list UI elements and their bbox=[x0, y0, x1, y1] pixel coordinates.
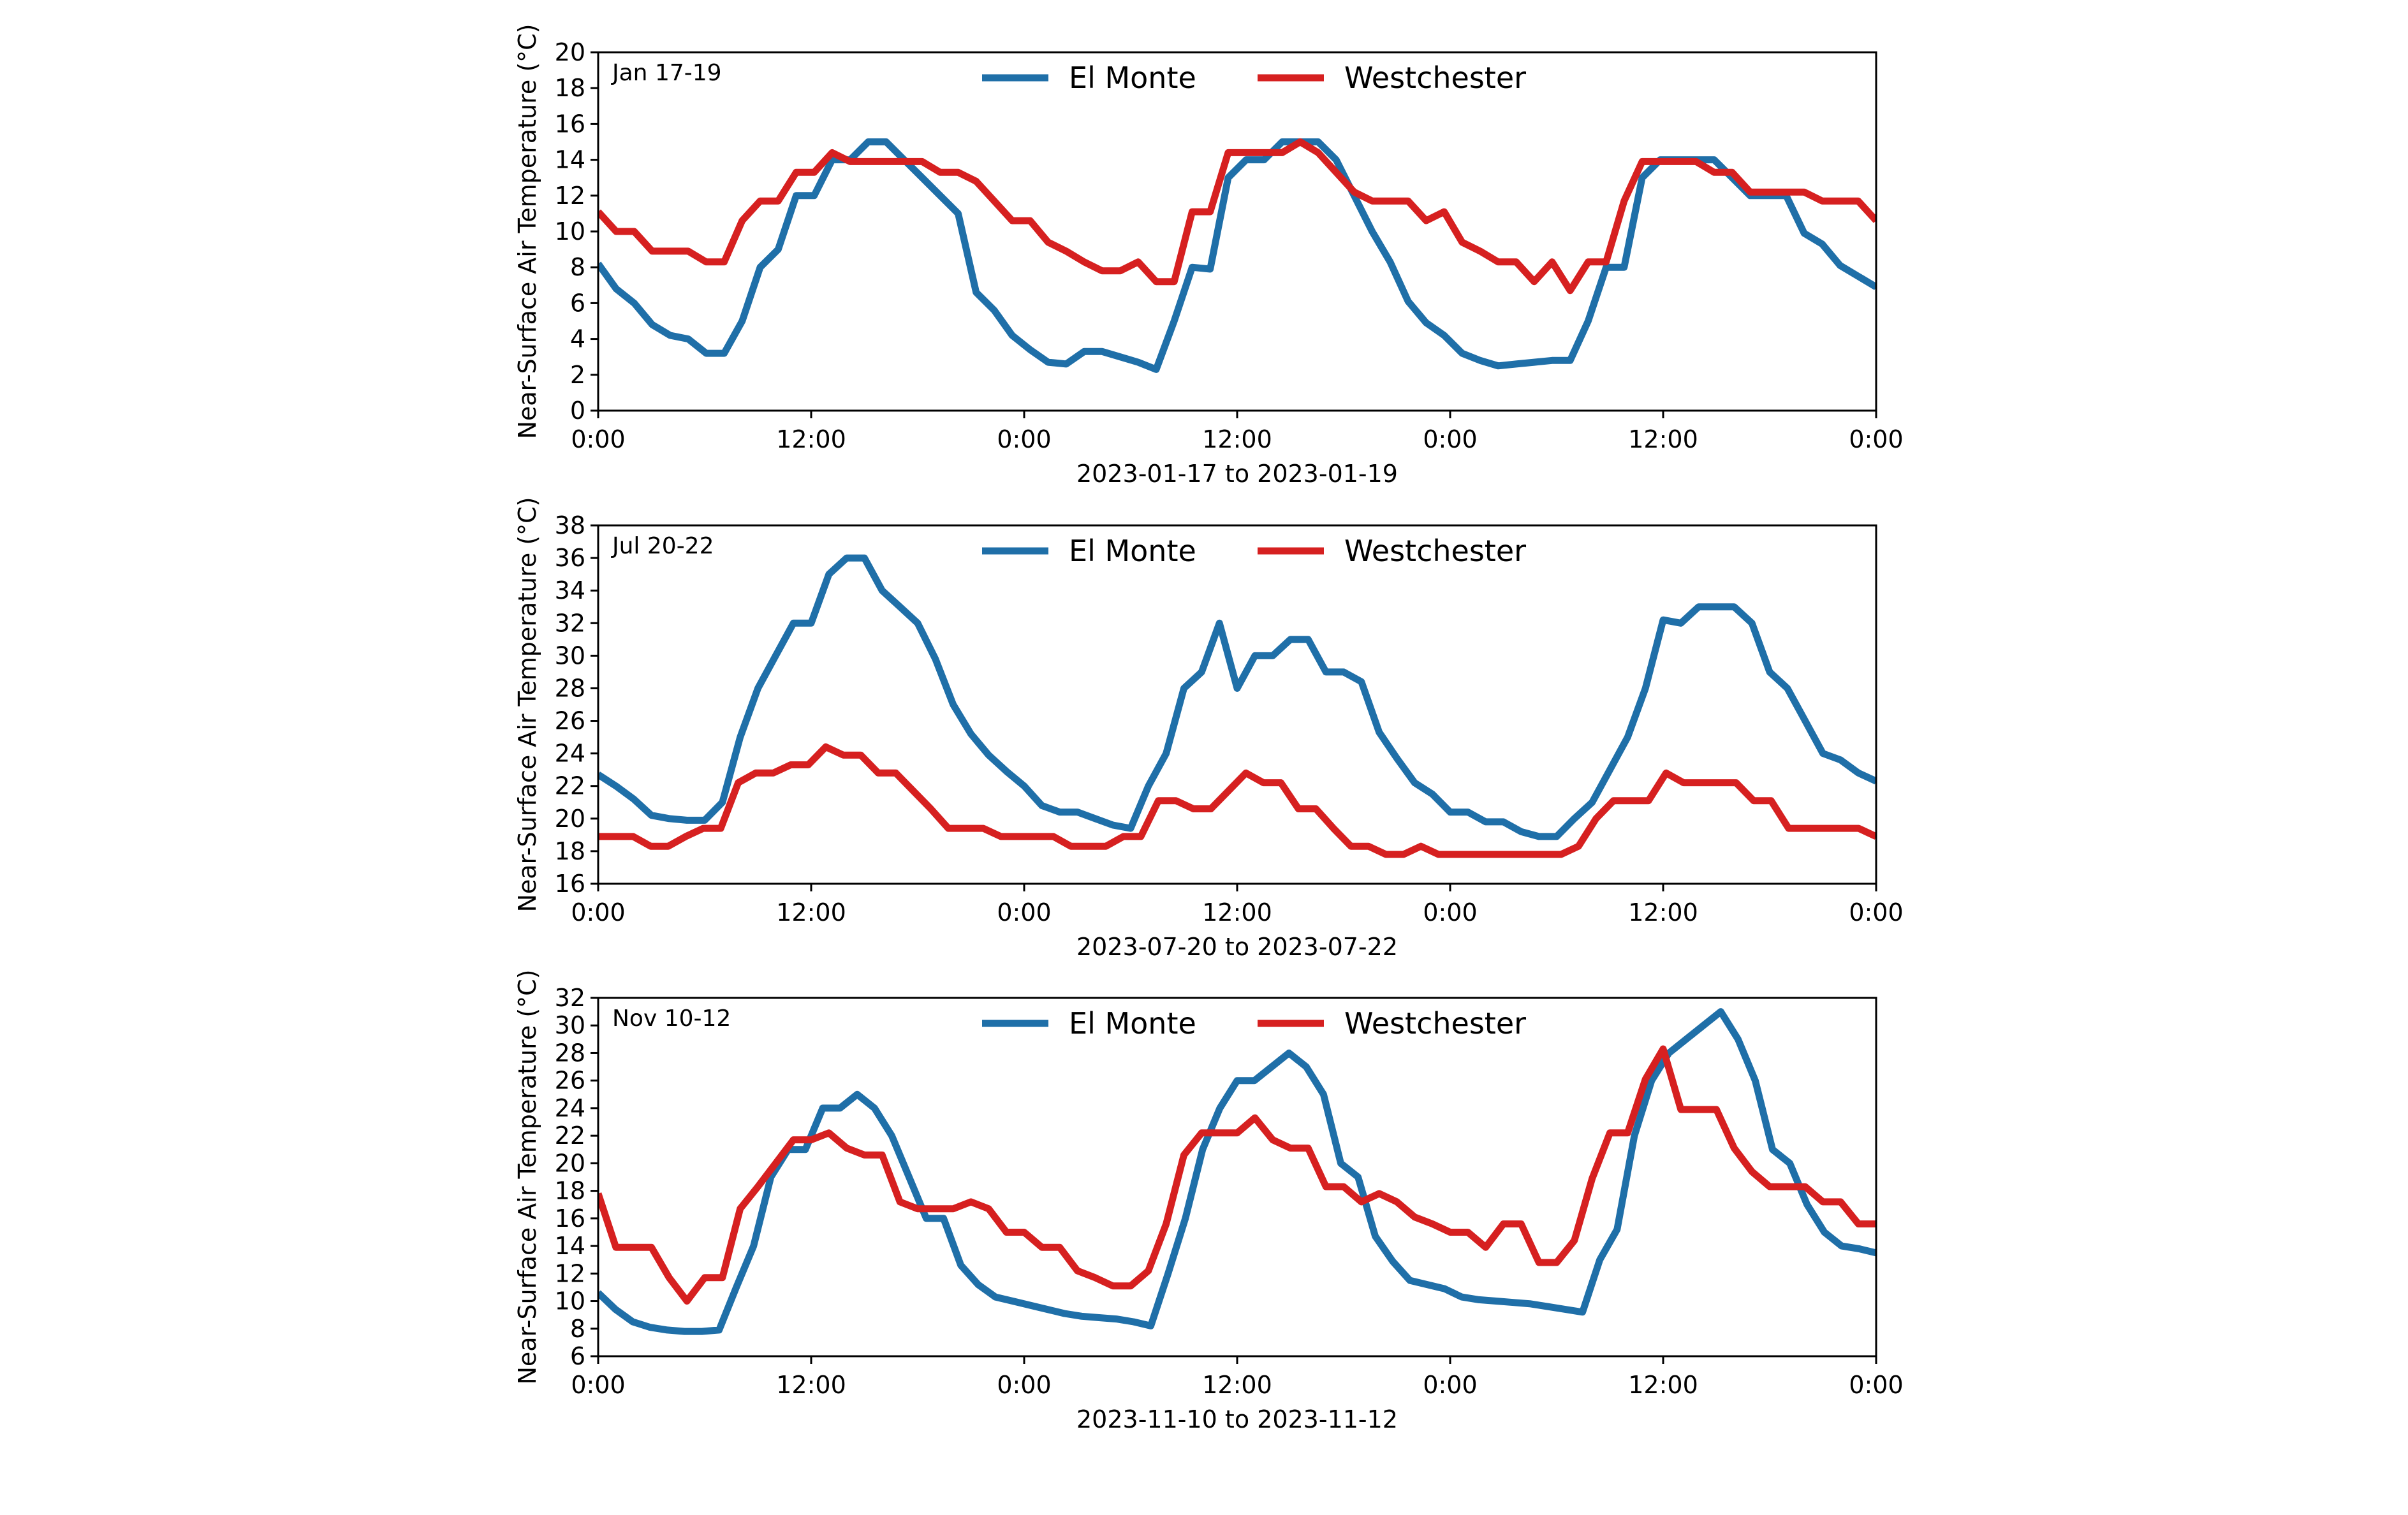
legend-label: Westchester bbox=[1344, 1006, 1526, 1041]
y-tick-label: 26 bbox=[555, 1067, 585, 1095]
x-tick-label: 12:00 bbox=[1628, 1371, 1698, 1399]
x-tick-label: 0:00 bbox=[997, 425, 1051, 453]
y-tick-label: 22 bbox=[555, 772, 585, 800]
y-tick-label: 28 bbox=[555, 674, 585, 702]
y-tick-label: 0 bbox=[570, 397, 585, 425]
y-tick-label: 32 bbox=[555, 984, 585, 1012]
plot-area bbox=[598, 52, 1876, 411]
y-tick-label: 12 bbox=[555, 182, 585, 210]
x-axis-label: 2023-07-20 to 2023-07-22 bbox=[1076, 933, 1398, 961]
x-tick-label: 12:00 bbox=[1202, 1371, 1272, 1399]
y-tick-label: 6 bbox=[570, 1342, 585, 1370]
series-line-el-monte bbox=[598, 554, 1876, 840]
y-tick-label: 8 bbox=[570, 253, 585, 281]
legend: El Monte Westchester bbox=[982, 61, 1526, 95]
y-tick-label: 24 bbox=[555, 740, 585, 768]
legend: El Monte Westchester bbox=[982, 534, 1526, 568]
x-tick-label: 12:00 bbox=[1202, 898, 1272, 926]
y-tick-label: 16 bbox=[555, 110, 585, 138]
series-line-westchester bbox=[598, 1045, 1876, 1305]
y-tick-label: 16 bbox=[555, 870, 585, 898]
chart-panel-2: 16 18 20 22 24 26 28 30 32 34 36 38 0:00 12:00 0:00 12:… bbox=[513, 497, 1904, 961]
x-tick-label: 0:00 bbox=[997, 1371, 1051, 1399]
y-tick-label: 30 bbox=[555, 641, 585, 670]
series-group bbox=[598, 138, 1876, 373]
series-group bbox=[598, 1008, 1876, 1335]
legend-label: El Monte bbox=[1069, 1006, 1196, 1041]
chart-panel-1: 0 2 4 6 8 10 12 14 16 18 20 0:00 12:00 0:00 12:00 0:00 1… bbox=[513, 24, 1904, 488]
y-tick-label: 18 bbox=[555, 837, 585, 865]
x-tick-label: 0:00 bbox=[1849, 1371, 1903, 1399]
x-axis-label: 2023-01-17 to 2023-01-19 bbox=[1076, 460, 1398, 488]
series-line-el-monte bbox=[598, 1008, 1876, 1335]
x-tick-label: 12:00 bbox=[776, 425, 846, 453]
y-tick-label: 6 bbox=[570, 289, 585, 317]
y-tick-label: 14 bbox=[555, 146, 585, 174]
series-line-westchester bbox=[598, 138, 1876, 295]
y-tick-label: 14 bbox=[555, 1232, 585, 1260]
x-tick-label: 0:00 bbox=[997, 898, 1051, 926]
series-line-westchester bbox=[598, 743, 1876, 858]
plot-area bbox=[598, 525, 1876, 884]
x-tick-label: 0:00 bbox=[571, 425, 625, 453]
y-tick-label: 28 bbox=[555, 1039, 585, 1067]
plot-area bbox=[598, 998, 1876, 1356]
legend: El Monte Westchester bbox=[982, 1006, 1526, 1041]
panel-title: Jan 17-19 bbox=[611, 60, 722, 86]
x-tick-label: 12:00 bbox=[776, 898, 846, 926]
y-tick-label: 22 bbox=[555, 1122, 585, 1150]
panel-title: Jul 20-22 bbox=[611, 533, 714, 559]
x-tick-label: 12:00 bbox=[1628, 425, 1698, 453]
legend-label: El Monte bbox=[1069, 534, 1196, 568]
y-tick-label: 18 bbox=[555, 1177, 585, 1205]
legend-label: El Monte bbox=[1069, 61, 1196, 95]
x-tick-label: 12:00 bbox=[776, 1371, 846, 1399]
series-group bbox=[598, 554, 1876, 858]
x-tick-label: 12:00 bbox=[1628, 898, 1698, 926]
y-axis-label: Near-Surface Air Temperature (°C) bbox=[513, 497, 541, 912]
x-tick-label: 0:00 bbox=[571, 898, 625, 926]
y-tick-label: 24 bbox=[555, 1094, 585, 1122]
y-axis-label: Near-Surface Air Temperature (°C) bbox=[513, 969, 541, 1384]
y-tick-label: 38 bbox=[555, 511, 585, 539]
y-tick-label: 34 bbox=[555, 576, 585, 604]
y-tick-label: 20 bbox=[555, 805, 585, 833]
legend-label: Westchester bbox=[1344, 534, 1526, 568]
y-tick-label: 8 bbox=[570, 1315, 585, 1343]
y-tick-label: 16 bbox=[555, 1204, 585, 1233]
y-tick-label: 32 bbox=[555, 609, 585, 637]
x-tick-label: 12:00 bbox=[1202, 425, 1272, 453]
x-tick-label: 0:00 bbox=[1423, 425, 1477, 453]
y-tick-label: 18 bbox=[555, 74, 585, 102]
y-tick-label: 30 bbox=[555, 1011, 585, 1039]
x-tick-label: 0:00 bbox=[1849, 898, 1903, 926]
y-tick-label: 26 bbox=[555, 707, 585, 735]
y-axis-label: Near-Surface Air Temperature (°C) bbox=[513, 24, 541, 439]
x-tick-label: 0:00 bbox=[1423, 1371, 1477, 1399]
x-tick-label: 0:00 bbox=[1423, 898, 1477, 926]
legend-label: Westchester bbox=[1344, 61, 1526, 95]
y-tick-label: 4 bbox=[570, 325, 585, 353]
y-tick-label: 36 bbox=[555, 544, 585, 572]
x-axis-label: 2023-11-10 to 2023-11-12 bbox=[1076, 1405, 1398, 1433]
y-tick-label: 12 bbox=[555, 1259, 585, 1287]
panel-title: Nov 10-12 bbox=[612, 1006, 731, 1032]
y-tick-label: 20 bbox=[555, 38, 585, 66]
y-tick-label: 2 bbox=[570, 361, 585, 389]
y-tick-label: 20 bbox=[555, 1149, 585, 1177]
y-tick-label: 10 bbox=[555, 1287, 585, 1315]
x-tick-label: 0:00 bbox=[1849, 425, 1903, 453]
y-tick-label: 10 bbox=[555, 217, 585, 245]
x-tick-label: 0:00 bbox=[571, 1371, 625, 1399]
